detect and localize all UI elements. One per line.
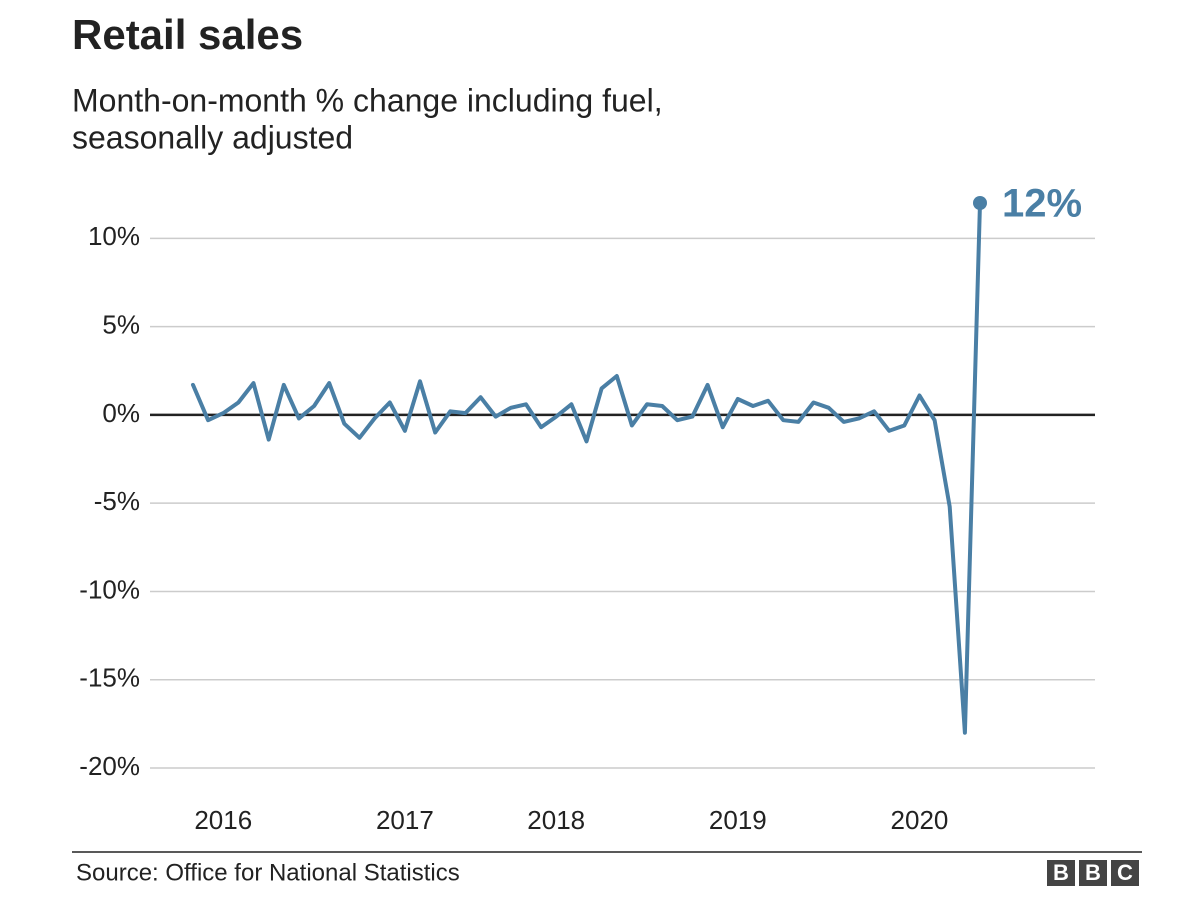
y-tick-label: -5% xyxy=(94,486,140,516)
y-tick-label: -10% xyxy=(79,574,140,604)
logo-block xyxy=(1079,860,1107,886)
x-tick-label: 2017 xyxy=(376,805,434,835)
x-tick-label: 2019 xyxy=(709,805,767,835)
x-tick-label: 2018 xyxy=(527,805,585,835)
logo-letter: B xyxy=(1053,860,1069,885)
y-tick-label: 10% xyxy=(88,221,140,251)
logo-block xyxy=(1047,860,1075,886)
x-tick-label: 2016 xyxy=(194,805,252,835)
y-tick-label: -20% xyxy=(79,751,140,781)
y-tick-label: 0% xyxy=(102,398,140,428)
y-tick-label: 5% xyxy=(102,309,140,339)
x-tick-label: 2020 xyxy=(891,805,949,835)
data-label: 12% xyxy=(1002,182,1082,226)
chart-subtitle: Month-on-month % change including fuel, xyxy=(72,82,663,118)
data-line xyxy=(191,201,982,735)
chart-title: Retail sales xyxy=(72,11,303,58)
source: Source: Office for National Statistics xyxy=(76,859,460,886)
chart-subtitle: seasonally adjusted xyxy=(72,119,353,155)
logo-block xyxy=(1111,860,1139,886)
end-point xyxy=(973,196,987,210)
y-tick-label: -15% xyxy=(79,663,140,693)
logo-letter: B xyxy=(1085,860,1101,885)
logo-letter: C xyxy=(1117,860,1133,885)
